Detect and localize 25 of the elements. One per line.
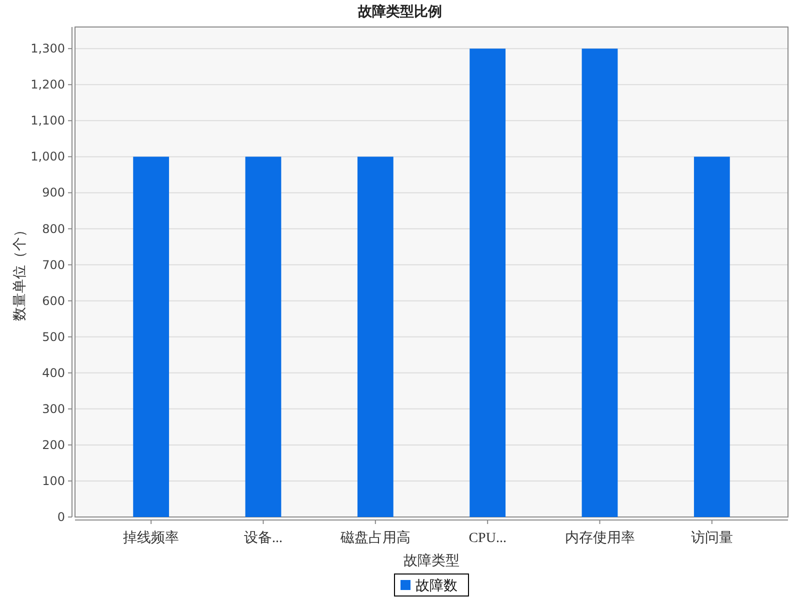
y-tick-label: 1,300: [30, 42, 65, 56]
y-tick-label: 100: [42, 474, 65, 488]
legend: 故障数: [394, 574, 469, 596]
y-tick-label: 600: [42, 294, 65, 308]
x-tick-label: 磁盘占用高: [339, 530, 410, 546]
x-tick-label: 掉线频率: [123, 530, 180, 546]
legend-label: 故障数: [416, 578, 458, 594]
y-tick-label: 1,100: [30, 114, 65, 128]
x-tick-label: 设备...: [244, 530, 282, 546]
y-tick-label: 500: [42, 330, 65, 344]
y-tick-label: 200: [42, 438, 65, 452]
x-tick-label: CPU...: [468, 531, 506, 546]
y-tick-label: 0: [57, 510, 65, 524]
y-tick-label: 300: [42, 402, 65, 416]
x-tick-label: 访问量: [690, 530, 733, 546]
y-tick-label: 900: [42, 186, 65, 200]
x-tick-label: 内存使用率: [564, 530, 635, 546]
x-axis-title: 故障类型: [404, 553, 460, 569]
chart-title: 故障类型比例: [357, 3, 442, 20]
y-tick-label: 400: [42, 366, 65, 380]
y-tick-label: 700: [42, 258, 65, 272]
y-tick-label: 800: [42, 222, 65, 236]
y-tick-label: 1,000: [30, 150, 65, 164]
y-axis-title: 数量单位（个）: [12, 223, 28, 321]
y-tick-label: 1,200: [30, 78, 65, 92]
